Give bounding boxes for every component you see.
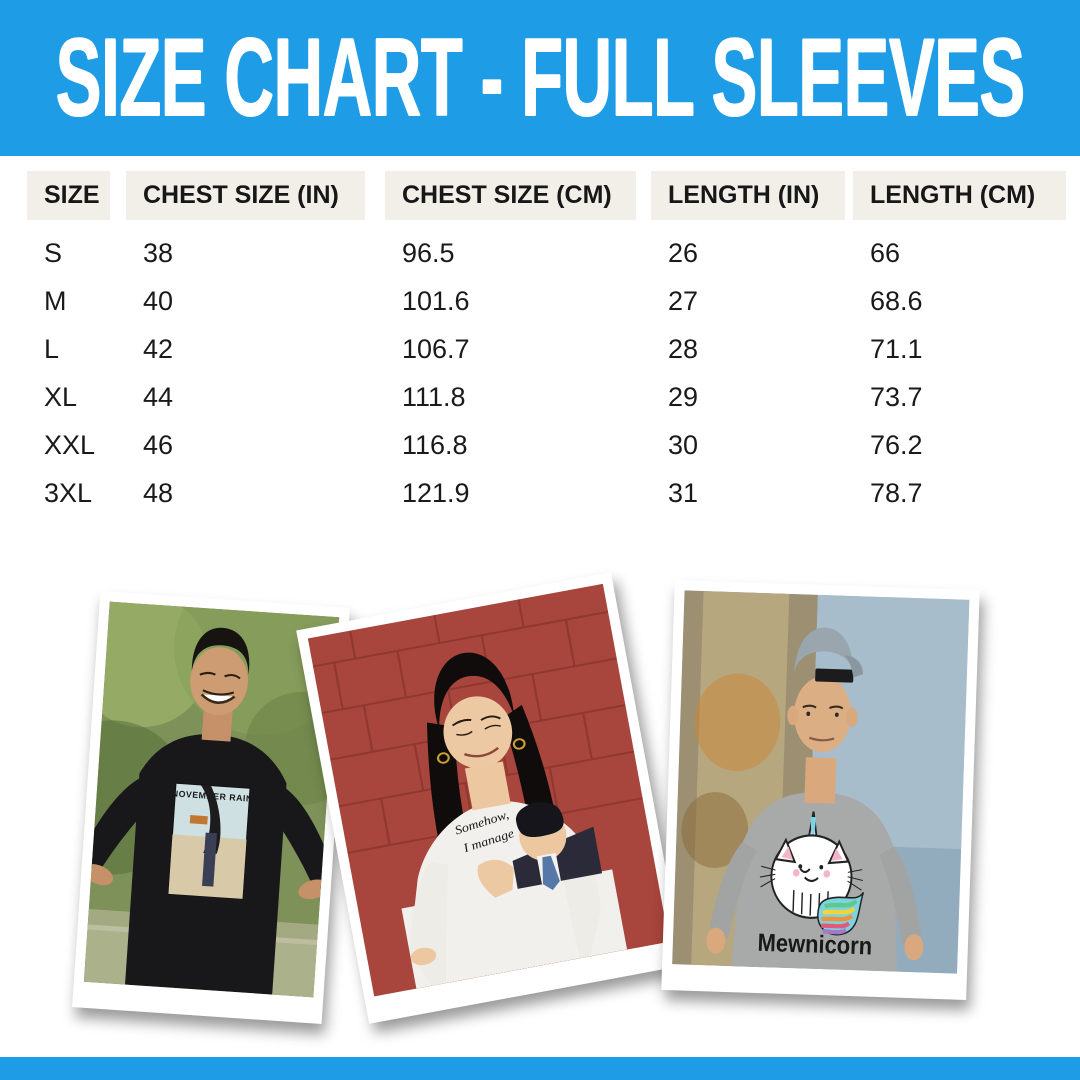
svg-text:Mewnicorn: Mewnicorn bbox=[757, 928, 872, 959]
